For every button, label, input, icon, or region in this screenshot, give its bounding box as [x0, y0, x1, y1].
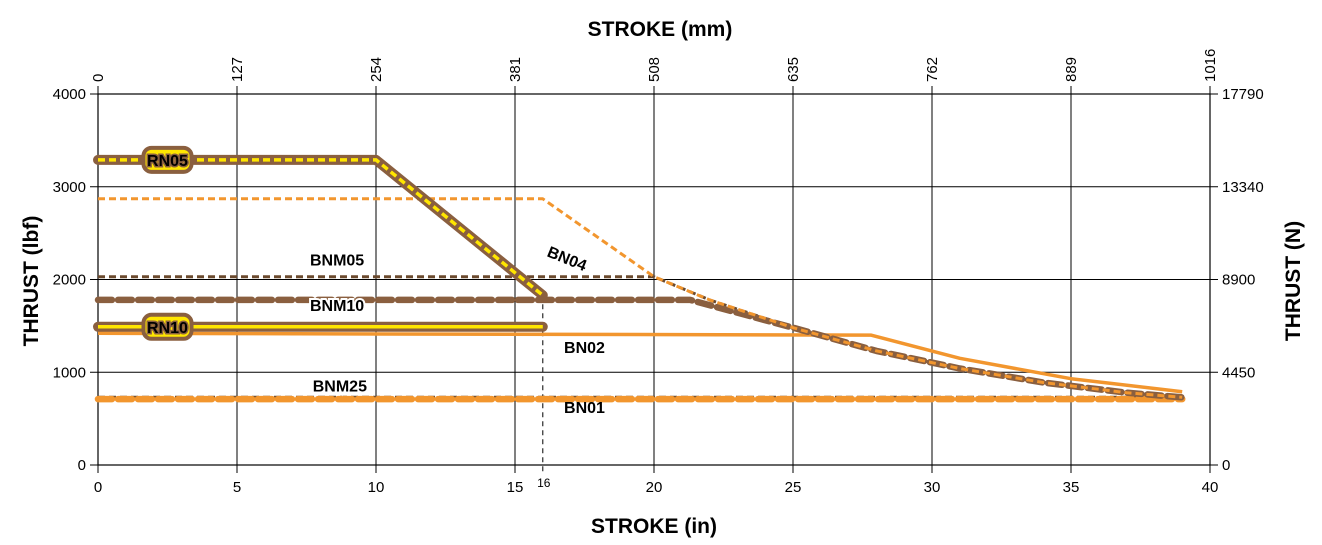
- top-tick-label: 254: [368, 57, 385, 82]
- series-bn04-label: BN04: [545, 244, 589, 275]
- grid: [97, 93, 1211, 466]
- series-rn10-label: RN10: [147, 320, 188, 337]
- y-tick-label: 1000: [53, 364, 86, 381]
- series-rn05-badge: [141, 145, 194, 174]
- series-bnm25-label: BNM25: [313, 379, 367, 396]
- right-tick-label: 13340: [1222, 179, 1264, 196]
- x-tick-label: 10: [368, 479, 385, 496]
- series-labels: BNM25 BN01 BN02 BNM05 BNM10 BN04 RN05 RN10: [141, 145, 605, 417]
- series-bn02-line: [97, 331, 1183, 394]
- series-bnm05-label: BNM05: [310, 253, 364, 270]
- y-tick-label: 0: [78, 457, 86, 474]
- top-axis-title: STROKE (mm): [588, 18, 733, 41]
- right-tick-label: 0: [1222, 457, 1230, 474]
- y-tick-label: 4000: [53, 86, 86, 103]
- ticks: 0051271025415381205082563530762358894010…: [53, 49, 1264, 496]
- x-tick-label: 5: [233, 479, 241, 496]
- series-bn01-label: BN01: [564, 400, 605, 417]
- top-tick-label: 635: [785, 57, 802, 82]
- y-axis-title-left: THRUST (lbf): [20, 216, 43, 347]
- top-tick-label: 1016: [1202, 49, 1219, 82]
- x-tick-label: 0: [94, 479, 102, 496]
- series-rn05-line: [98, 158, 544, 297]
- x-tick-label: 20: [646, 479, 663, 496]
- right-tick-label: 8900: [1222, 272, 1255, 289]
- y-tick-label: 3000: [53, 179, 86, 196]
- top-tick-label: 508: [646, 57, 663, 82]
- series-bnm10-label: BNM10: [310, 298, 364, 315]
- x-tick-label: 30: [924, 479, 941, 496]
- x-tick-label: 25: [785, 479, 802, 496]
- series-rn05-outline: [93, 154, 548, 301]
- x-tick-label: 15: [507, 479, 524, 496]
- y-tick-label: 2000: [53, 272, 86, 289]
- series-bn04-line: [98, 197, 1183, 399]
- top-tick-label: 762: [924, 57, 941, 82]
- right-tick-label: 4450: [1222, 364, 1255, 381]
- series-bn02-label: BN02: [564, 340, 605, 357]
- x-tick-label: 40: [1202, 479, 1219, 496]
- y-axis-title-right: THRUST (N): [1282, 221, 1305, 341]
- series-bnm10-line: [94, 296, 1186, 401]
- series-rn10-badge: [141, 312, 194, 341]
- top-tick-label: 889: [1063, 57, 1080, 82]
- x-extra-tick-label: 16: [537, 476, 551, 490]
- right-tick-label: 17790: [1222, 86, 1264, 103]
- x-tick-label: 35: [1063, 479, 1080, 496]
- top-tick-label: 127: [229, 57, 246, 82]
- top-tick-label: 0: [90, 74, 107, 82]
- top-tick-label: 381: [507, 57, 524, 82]
- series-rn05-label: RN05: [147, 153, 188, 170]
- x-axis-title: STROKE (in): [591, 515, 717, 538]
